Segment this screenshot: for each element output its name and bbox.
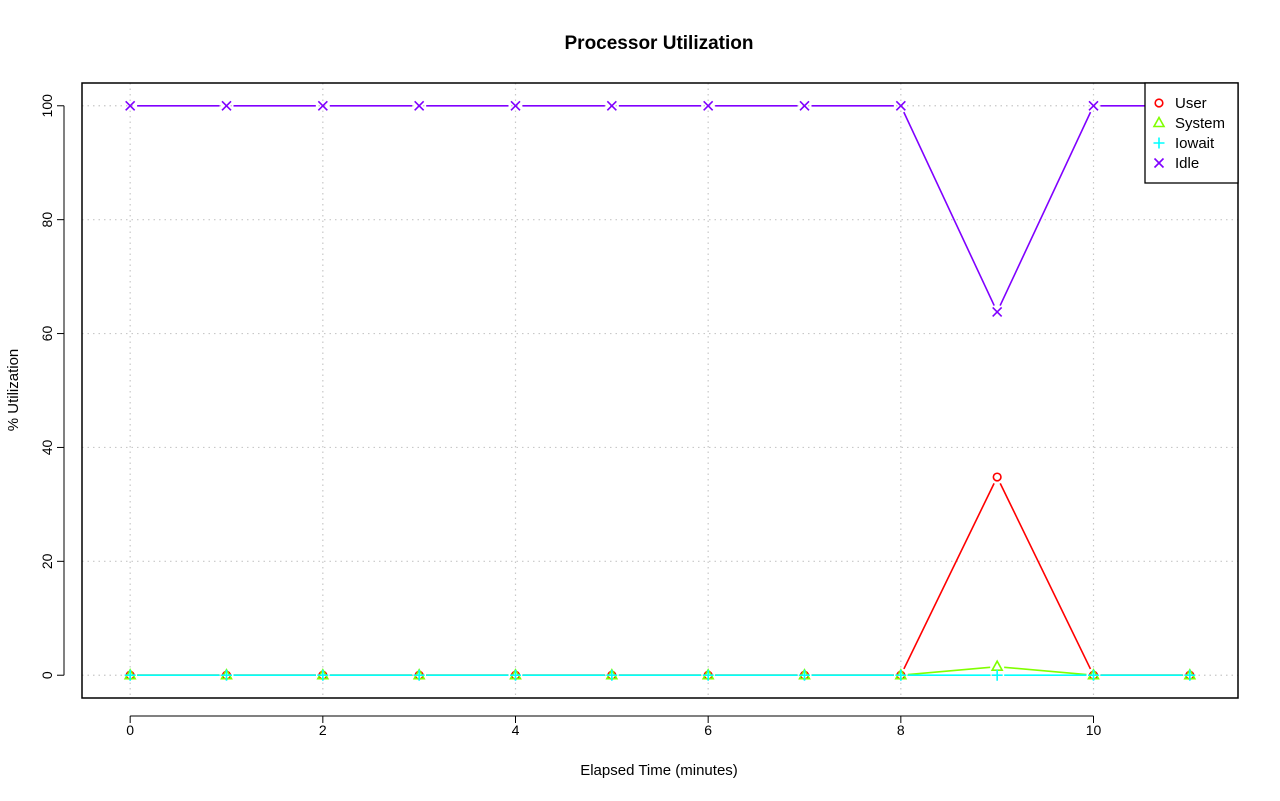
data-point — [414, 100, 425, 111]
legend-label: System — [1175, 115, 1225, 132]
series-line-segment — [903, 111, 995, 306]
x-tick-label: 8 — [897, 722, 905, 738]
data-point — [606, 100, 617, 111]
legend-item-idle: Idle — [1153, 155, 1199, 172]
series-idle — [125, 100, 1195, 317]
legend: User System Iowait Idle — [1144, 82, 1239, 184]
y-tick-label: 80 — [39, 212, 55, 228]
series-user — [125, 472, 1195, 680]
y-tick-label: 20 — [39, 553, 55, 569]
series-line-segment — [999, 111, 1092, 306]
data-point — [895, 669, 907, 681]
data-point — [1088, 100, 1099, 111]
series-iowait — [124, 669, 1196, 681]
data-point — [991, 669, 1003, 681]
legend-box: User System Iowait Idle — [1144, 82, 1239, 184]
data-point — [992, 472, 1002, 482]
series-line-segment — [999, 483, 1092, 670]
plot-frame — [81, 82, 1239, 699]
data-point — [125, 100, 136, 111]
x-tick-label: 10 — [1086, 722, 1102, 738]
legend-label: User — [1175, 95, 1207, 112]
data-point — [510, 669, 521, 681]
data-point — [221, 100, 232, 111]
y-tick-label: 0 — [39, 671, 55, 679]
y-tick-label: 40 — [39, 439, 55, 455]
x-tick-label: 2 — [319, 722, 327, 738]
data-point — [317, 669, 329, 681]
legend-item-system: System — [1152, 115, 1225, 132]
data-point — [221, 669, 232, 681]
x-tick-label: 4 — [512, 722, 520, 738]
legend-label: Iowait — [1175, 135, 1215, 152]
x-tick-label: 6 — [704, 722, 712, 738]
data-point — [1088, 669, 1099, 681]
series-line-segment — [907, 666, 991, 676]
legend-marker — [1153, 137, 1165, 149]
series-layer — [123, 100, 1197, 681]
data-point — [702, 669, 714, 681]
data-point — [799, 669, 810, 681]
chart-title: Processor Utilization — [565, 33, 754, 54]
data-point — [510, 100, 521, 111]
data-point — [992, 306, 1003, 317]
data-point — [895, 100, 906, 111]
data-point — [703, 100, 714, 111]
data-point — [990, 659, 1004, 671]
data-point — [606, 669, 618, 681]
legend-item-iowait: Iowait — [1153, 135, 1215, 152]
grid — [82, 83, 1238, 698]
legend-label: Idle — [1175, 155, 1199, 172]
legend-marker — [1154, 98, 1164, 108]
series-line-segment — [903, 483, 995, 670]
y-axis-label: % Utilization — [5, 349, 22, 432]
legend-item-user: User — [1154, 95, 1207, 112]
x-tick-label: 0 — [126, 722, 134, 738]
data-point — [413, 669, 425, 681]
series-system — [123, 659, 1197, 680]
legend-marker — [1153, 157, 1165, 169]
data-point — [124, 669, 136, 681]
series-line-segment — [1004, 666, 1087, 676]
y-tick-label: 60 — [39, 326, 55, 342]
data-point — [317, 100, 328, 111]
x-axis-label: Elapsed Time (minutes) — [580, 762, 738, 779]
data-point — [799, 100, 810, 111]
data-point — [1184, 669, 1196, 681]
legend-marker — [1152, 115, 1166, 128]
y-tick-label: 100 — [39, 94, 55, 118]
